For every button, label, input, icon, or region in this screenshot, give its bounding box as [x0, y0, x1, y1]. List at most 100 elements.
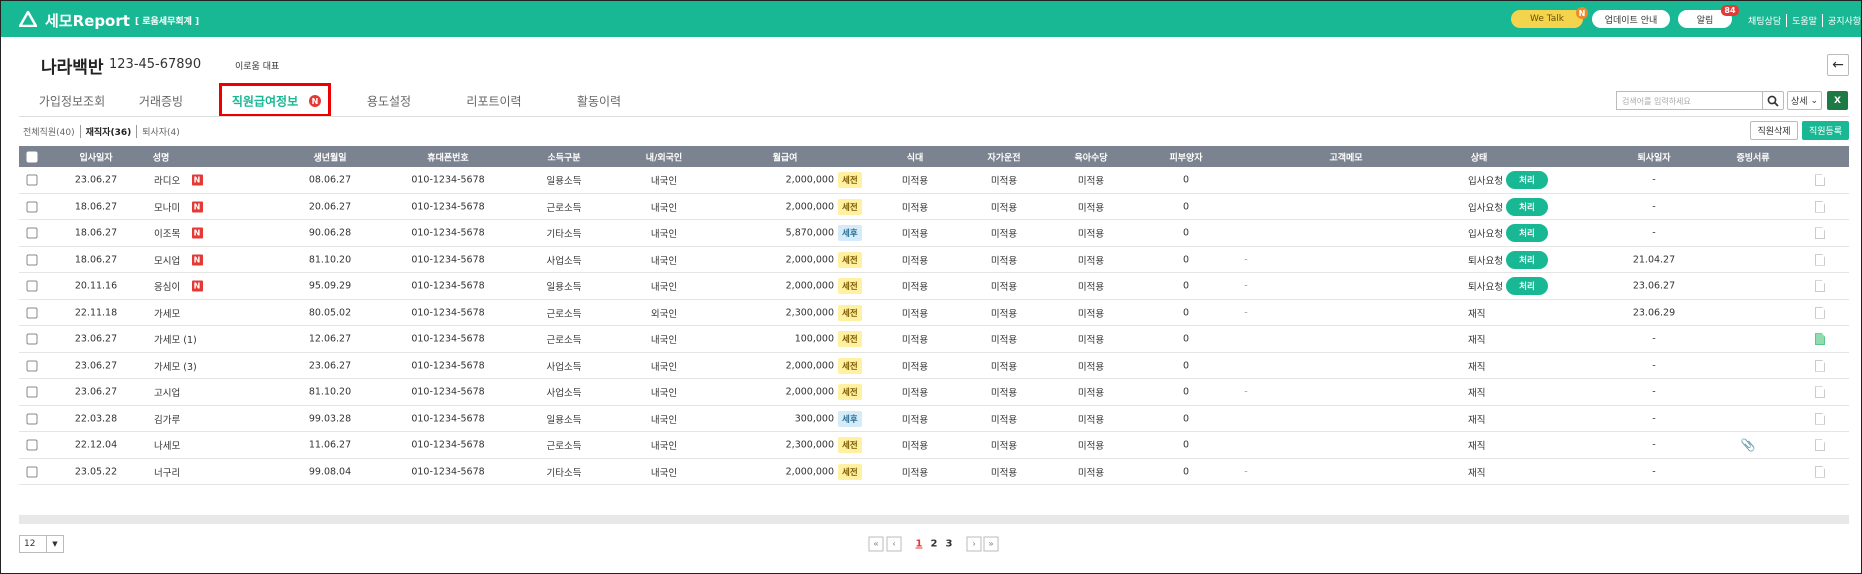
document-icon[interactable] [1815, 386, 1825, 399]
page-number[interactable]: 1 [915, 538, 923, 550]
tab[interactable]: 용도설정 [366, 94, 412, 109]
process-button[interactable]: 처리 [1506, 224, 1548, 243]
wetalk-button[interactable]: We Talk [1511, 10, 1583, 28]
cell-car: 미적용 [990, 388, 1018, 400]
cell-income: 일용소득 [546, 414, 582, 426]
cell-name: 나세모 [154, 441, 181, 453]
tab[interactable]: 활동이력 [576, 94, 622, 109]
cell-status: 재직 [1468, 467, 1486, 479]
cell-phone: 010-1234-5678 [411, 386, 485, 398]
checkbox[interactable] [26, 386, 38, 398]
filter[interactable]: 전체직원(40) [23, 128, 75, 138]
search-input[interactable]: 검색어를 입력하세요 [1616, 91, 1763, 110]
search-button[interactable] [1762, 91, 1784, 110]
filter[interactable]: 재직자(36) [79, 125, 137, 138]
tab[interactable]: 거래증빙 [138, 94, 184, 109]
checkbox[interactable] [26, 254, 38, 266]
row-divider [19, 245, 1849, 247]
checkbox[interactable] [26, 466, 38, 478]
cell-leave: - [1652, 413, 1656, 425]
cell-name: 응심이 [154, 282, 181, 294]
checkbox[interactable] [26, 439, 38, 451]
cell-meal: 미적용 [901, 467, 929, 479]
column-header: 상태 [1470, 153, 1488, 163]
process-button[interactable]: 처리 [1506, 171, 1548, 190]
page-size: 12 [24, 539, 36, 549]
cell-phone: 010-1234-5678 [411, 307, 485, 319]
cell-name: 라디오 [154, 176, 181, 188]
page-size-select[interactable]: 12 ▼ [19, 535, 64, 553]
document-icon[interactable] [1815, 465, 1825, 478]
cell-nation: 내국인 [650, 255, 678, 267]
tax-badge: 세전 [838, 437, 862, 454]
page-nav[interactable]: › [966, 536, 982, 552]
tab[interactable]: 리포트이력 [466, 94, 522, 109]
checkbox[interactable] [26, 174, 38, 186]
alarm-button[interactable]: 알림 [1678, 10, 1732, 28]
row-divider [19, 325, 1849, 326]
cell-dependents: 0 [1182, 360, 1190, 372]
cell-leave: - [1652, 201, 1656, 213]
page-nav[interactable]: « [868, 536, 884, 552]
checkbox[interactable] [26, 307, 38, 319]
cell-child: 미적용 [1077, 202, 1105, 214]
document-icon[interactable] [1815, 200, 1825, 213]
cell-salary: 2,300,000 [785, 307, 834, 319]
document-icon[interactable] [1815, 439, 1825, 452]
cell-birth: 99.03.28 [308, 413, 352, 425]
page-nav[interactable]: ‹ [886, 536, 902, 552]
cell-birth: 08.06.27 [308, 174, 352, 186]
cell-salary: 2,000,000 [785, 466, 834, 478]
tab[interactable]: 가입정보조회 [38, 94, 106, 109]
tab[interactable]: 직원급여정보 [231, 94, 299, 109]
page-nav[interactable]: » [983, 536, 999, 552]
document-icon[interactable] [1815, 412, 1825, 425]
cell-date: 20.11.16 [74, 280, 118, 292]
top-link[interactable]: 공지사항 [1821, 14, 1861, 27]
checkbox[interactable] [26, 413, 38, 425]
document-icon[interactable] [1815, 227, 1825, 240]
checkbox[interactable] [26, 151, 38, 162]
update-button[interactable]: 업데이트 안내 [1592, 10, 1670, 28]
back-button[interactable]: ← [1827, 54, 1849, 76]
excel-button[interactable]: X [1827, 91, 1848, 110]
document-icon[interactable] [1815, 359, 1825, 372]
add-button[interactable]: 직원등록 [1802, 121, 1849, 140]
process-button[interactable]: 처리 [1506, 197, 1548, 216]
new-badge: N [191, 254, 203, 266]
filter[interactable]: 퇴사자(4) [136, 125, 185, 138]
document-icon[interactable] [1815, 253, 1825, 266]
document-icon[interactable] [1815, 280, 1825, 293]
top-link[interactable]: 도움말 [1786, 14, 1822, 27]
document-icon[interactable] [1815, 333, 1825, 346]
checkbox[interactable] [26, 333, 38, 345]
page-number[interactable]: 2 [930, 538, 938, 550]
document-icon[interactable] [1815, 306, 1825, 319]
cell-status: 퇴사요청 [1468, 282, 1503, 294]
document-icon[interactable] [1815, 174, 1825, 187]
detail-select[interactable]: 상세 ⌄ [1787, 91, 1822, 110]
logo[interactable]: 세모Report [45, 12, 130, 30]
checkbox[interactable] [26, 201, 38, 213]
column-header: 증빙서류 [1736, 153, 1770, 163]
cell-income: 기타소득 [546, 467, 582, 479]
delete-button[interactable]: 직원삭제 [1750, 121, 1798, 140]
cell-child: 미적용 [1077, 467, 1105, 479]
cell-salary: 2,300,000 [785, 439, 834, 451]
process-button[interactable]: 처리 [1506, 250, 1548, 269]
attachment-icon[interactable]: 📎 [1740, 438, 1756, 453]
page-number[interactable]: 3 [945, 538, 953, 550]
cell-memo: - [1244, 254, 1248, 266]
checkbox[interactable] [26, 360, 38, 372]
highlight-box [219, 83, 331, 117]
checkbox[interactable] [26, 280, 38, 292]
top-link[interactable]: 채팅상담 [1748, 17, 1782, 27]
alarm-label: 알림 [1696, 15, 1714, 26]
top-bar: 세모Report [ 로움세무회계 ] We Talk N 업데이트 안내 알림… [1, 1, 1861, 37]
cell-memo: - [1244, 280, 1248, 292]
checkbox[interactable] [26, 227, 38, 239]
cell-status: 재직 [1468, 335, 1486, 347]
row-divider [19, 192, 1849, 194]
process-button[interactable]: 처리 [1506, 277, 1548, 296]
cell-child: 미적용 [1077, 229, 1105, 241]
